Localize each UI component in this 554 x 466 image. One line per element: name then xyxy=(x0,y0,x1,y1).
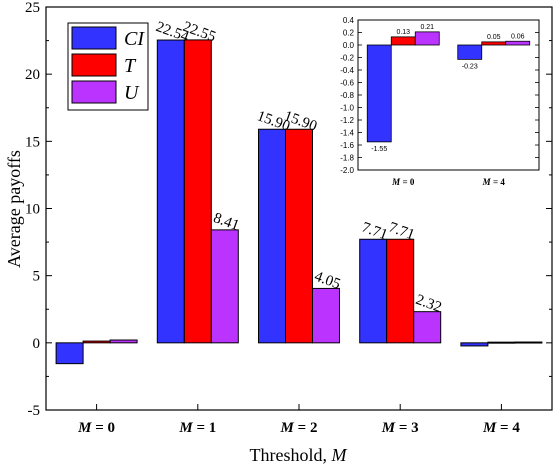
inset-x-tick-label: M = 4 xyxy=(482,177,506,187)
bar-t xyxy=(183,39,212,344)
x-tick-label: M = 3 xyxy=(381,420,419,436)
inset-y-tick-label: -0.8 xyxy=(340,91,354,100)
legend-swatch-ci xyxy=(71,26,117,50)
inset-bar-u xyxy=(414,31,440,46)
inset-data-label: -1.55 xyxy=(371,146,387,153)
legend-swatch-t xyxy=(71,53,117,77)
legend-label-ci: CI xyxy=(124,28,145,50)
bar-ci xyxy=(359,238,388,344)
bar-ci xyxy=(460,342,489,347)
legend-swatch-u xyxy=(71,80,117,104)
x-tick-label: M = 1 xyxy=(178,420,216,436)
main-bars xyxy=(55,39,543,365)
inset-y-tick-label: 0.4 xyxy=(343,16,355,25)
bar-t xyxy=(82,340,111,344)
inset-data-label: -0.23 xyxy=(462,63,478,70)
inset-y-tick-label: -1.8 xyxy=(340,154,354,163)
inset-x-tick-label: M = 0 xyxy=(391,177,415,187)
inset-y-tick-label: -0.4 xyxy=(340,66,354,75)
inset-data-label: 0.13 xyxy=(396,29,410,36)
inset-plot: 0.4 0.2 0.0 -0.2 -0.4 -0.6 -0.8 -1.0 -1.2 -1.4 -1.… xyxy=(340,16,540,187)
inset-y-tick-label: -1.0 xyxy=(340,104,354,113)
inset-y-tick-label: -1.6 xyxy=(340,141,354,150)
inset-y-tick-label: -1.2 xyxy=(340,116,354,125)
y-tick-label: 10 xyxy=(25,202,40,218)
y-tick-label: -5 xyxy=(28,403,41,419)
legend: CI TU xyxy=(67,22,149,111)
y-axis-label: Average payoffs xyxy=(4,150,24,268)
inset-data-label: 0.06 xyxy=(511,33,525,40)
x-axis-label: Threshold, M xyxy=(250,445,348,465)
inset-bar-u xyxy=(505,40,531,46)
bar-u xyxy=(514,341,543,344)
inset-y-tick-label: 0.2 xyxy=(343,29,355,38)
legend-label-t: T xyxy=(124,55,137,77)
legend-label-u: U xyxy=(124,82,140,104)
bar-u xyxy=(312,287,340,344)
main-plot: -5 0 5 10 15 20 25 M = 0 M = 1 M = 2 M = 3 M = 4 xyxy=(25,0,553,436)
inset-bar-t xyxy=(390,36,416,46)
bar-u xyxy=(413,311,442,344)
x-tick-label: M = 4 xyxy=(482,420,520,436)
y-tick-label: 5 xyxy=(33,269,41,285)
y-tick-label: 25 xyxy=(25,0,40,16)
bar-ci xyxy=(55,342,84,365)
inset-bar-ci xyxy=(457,44,483,60)
x-tick-label: M = 2 xyxy=(280,420,318,436)
bar-t xyxy=(487,341,516,344)
y-tick-label: 0 xyxy=(33,336,41,352)
bar-t xyxy=(285,128,313,344)
bar-t xyxy=(386,238,415,344)
y-tick-label: 15 xyxy=(25,134,40,150)
inset-bar-t xyxy=(481,41,507,46)
inset-y-tick-label: -1.4 xyxy=(340,129,354,138)
x-tick-label: M = 0 xyxy=(77,420,115,436)
bar-u xyxy=(210,229,239,344)
inset-y-tick-label: -0.6 xyxy=(340,79,354,88)
inset-data-label: 0.05 xyxy=(487,34,501,41)
inset-y-tick-label: -0.2 xyxy=(340,54,354,63)
bar-u xyxy=(109,339,138,344)
inset-y-tick-label: -2.0 xyxy=(340,166,354,175)
bar-ci xyxy=(156,39,185,344)
y-tick-label: 20 xyxy=(25,67,40,83)
bar-ci xyxy=(258,128,286,344)
inset-data-label: 0.21 xyxy=(420,24,434,31)
inset-bar-ci xyxy=(366,44,392,143)
inset-y-tick-label: 0.0 xyxy=(343,41,355,50)
